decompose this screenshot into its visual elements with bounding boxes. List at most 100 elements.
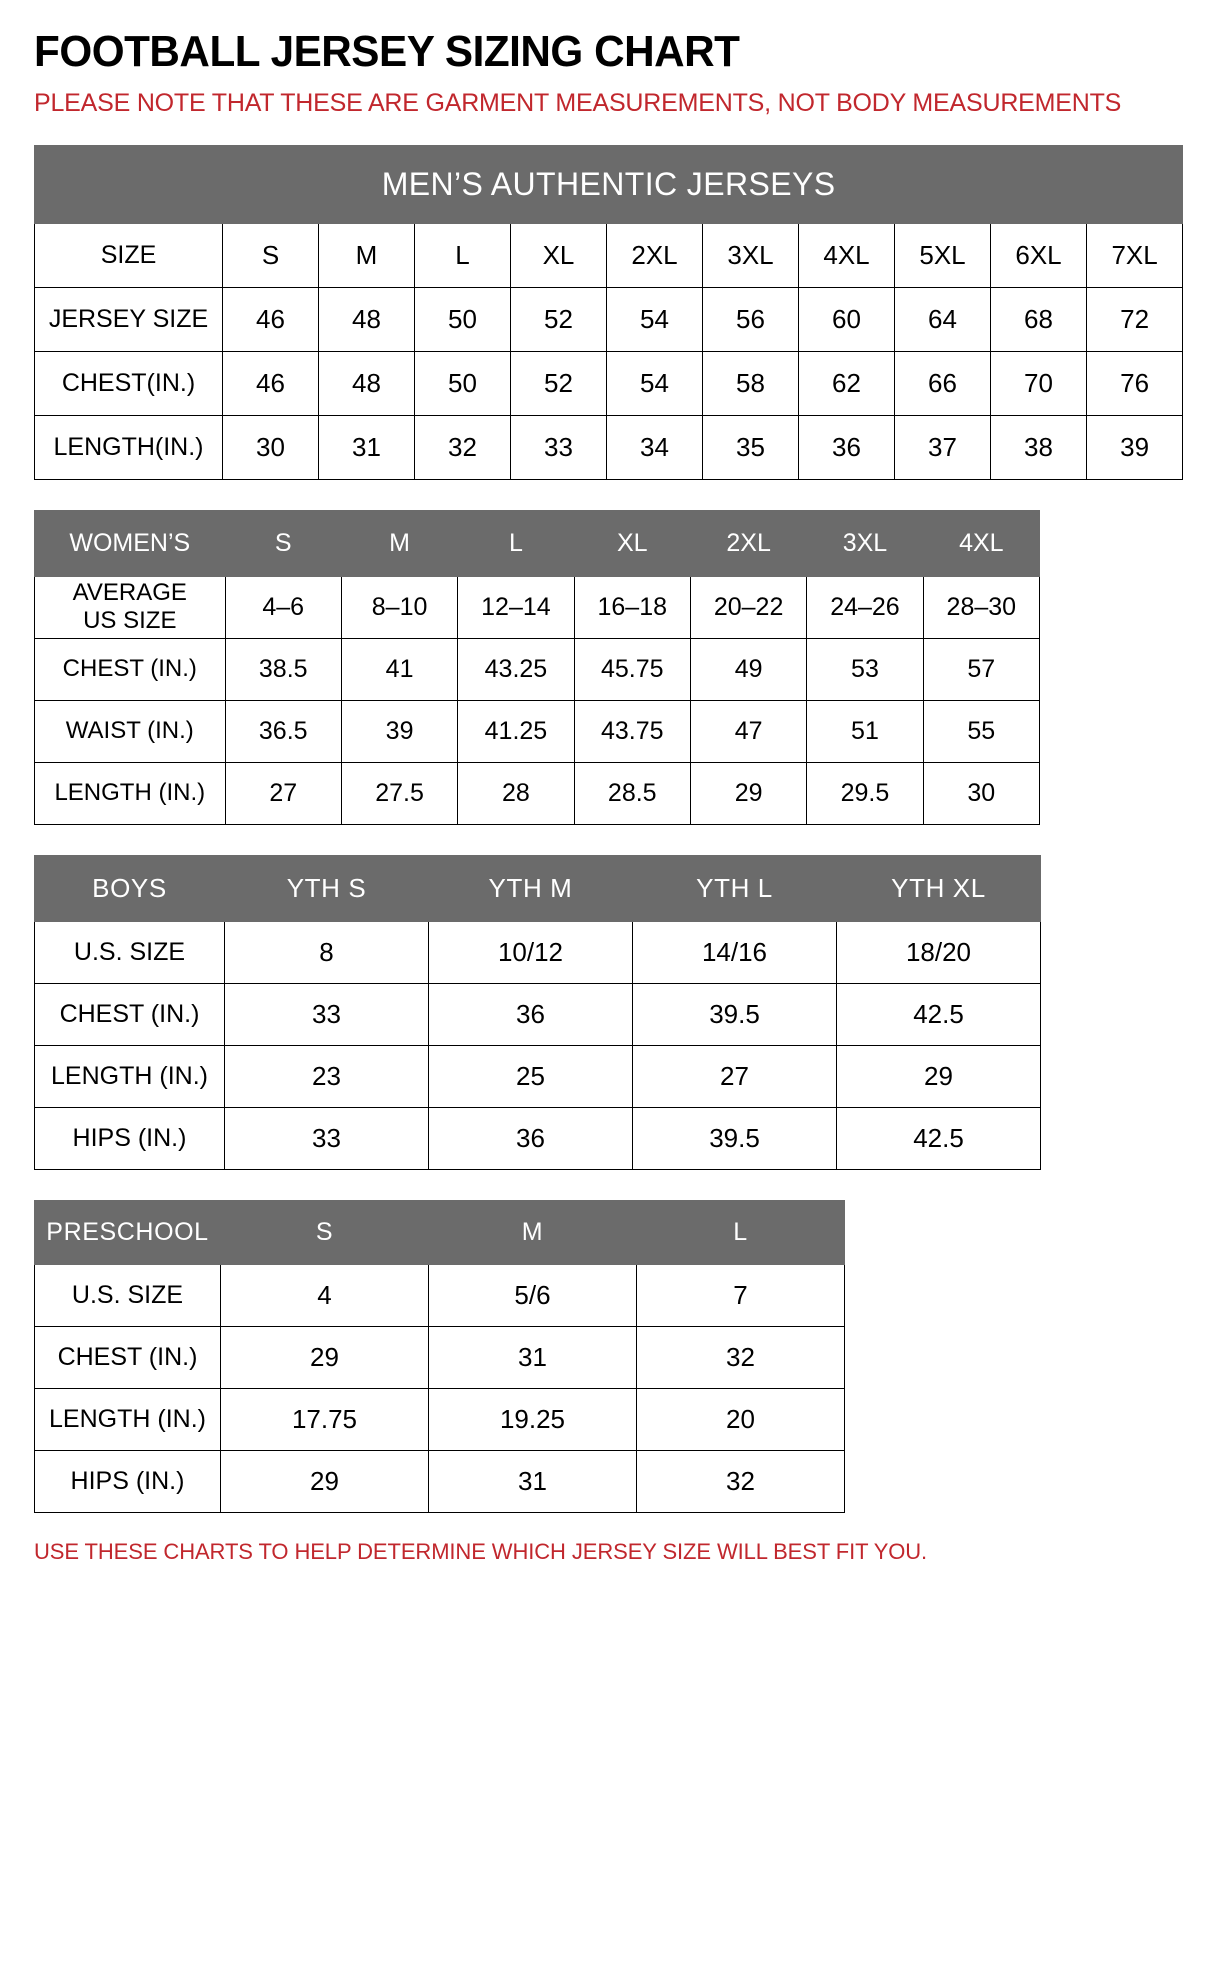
mens-table-banner-row: MEN’S AUTHENTIC JERSEYS bbox=[33, 144, 1184, 224]
womens-cell: 4–6 bbox=[224, 575, 342, 639]
boys-cell: 36 bbox=[428, 982, 633, 1046]
womens-cell: 41.25 bbox=[457, 699, 575, 763]
womens-cell: 30 bbox=[922, 761, 1041, 825]
mens-cell: 70 bbox=[990, 350, 1087, 416]
table-row: JERSEY SIZE 46 48 50 52 54 56 60 64 68 7… bbox=[34, 286, 1184, 352]
mens-cell: 46 bbox=[222, 350, 319, 416]
boys-sizing-table: BOYS YTH S YTH M YTH L YTH XL U.S. SIZE … bbox=[34, 854, 1041, 1170]
womens-cell: 39 bbox=[340, 699, 459, 763]
boys-row-label: HIPS (IN.) bbox=[34, 1106, 225, 1170]
womens-cell: 28 bbox=[457, 761, 575, 825]
table-row: WAIST (IN.) 36.5 39 41.25 43.75 47 51 55 bbox=[34, 699, 1041, 763]
preschool-header-label: PRESCHOOL bbox=[34, 1199, 221, 1265]
mens-cell: 54 bbox=[606, 286, 703, 352]
womens-cell: 28.5 bbox=[573, 761, 691, 825]
mens-cell: 36 bbox=[798, 414, 895, 480]
mens-cell: 48 bbox=[318, 286, 415, 352]
mens-row-label: JERSEY SIZE bbox=[34, 286, 223, 352]
womens-row-label: WAIST (IN.) bbox=[34, 699, 226, 763]
mens-cell: 60 bbox=[798, 286, 895, 352]
boys-row-label: LENGTH (IN.) bbox=[34, 1044, 225, 1108]
preschool-cell: 32 bbox=[636, 1325, 845, 1389]
table-row: AVERAGE US SIZE 4–6 8–10 12–14 16–18 20–… bbox=[34, 575, 1041, 639]
womens-cell: 43.75 bbox=[573, 699, 691, 763]
mens-size-header-cell: M bbox=[318, 222, 415, 288]
boys-cell: 33 bbox=[224, 1106, 429, 1170]
mens-cell: 72 bbox=[1085, 286, 1184, 352]
womens-size-header-cell: XL bbox=[573, 509, 691, 577]
mens-cell: 30 bbox=[222, 414, 319, 480]
womens-cell: 24–26 bbox=[806, 575, 924, 639]
womens-size-header-cell: 3XL bbox=[806, 509, 924, 577]
page-title: FOOTBALL JERSEY SIZING CHART bbox=[34, 27, 740, 76]
mens-row-label: LENGTH(IN.) bbox=[34, 414, 223, 480]
preschool-row-label: HIPS (IN.) bbox=[34, 1449, 221, 1513]
boys-cell: 23 bbox=[224, 1044, 429, 1108]
mens-cell: 34 bbox=[606, 414, 703, 480]
womens-size-header-cell: S bbox=[224, 509, 342, 577]
womens-cell: 43.25 bbox=[457, 637, 575, 701]
womens-size-header-cell: M bbox=[340, 509, 459, 577]
mens-cell: 68 bbox=[990, 286, 1087, 352]
womens-cell: 53 bbox=[806, 637, 924, 701]
preschool-cell: 29 bbox=[220, 1449, 429, 1513]
table-row: LENGTH (IN.) 27 27.5 28 28.5 29 29.5 30 bbox=[34, 761, 1041, 825]
garment-measurement-note: PLEASE NOTE THAT THESE ARE GARMENT MEASU… bbox=[34, 89, 1122, 117]
boys-size-header-cell: YTH M bbox=[428, 854, 633, 922]
mens-cell: 46 bbox=[222, 286, 319, 352]
womens-size-header-cell: 4XL bbox=[922, 509, 1041, 577]
mens-row-label: CHEST(IN.) bbox=[34, 350, 223, 416]
mens-cell: 50 bbox=[414, 286, 511, 352]
womens-cell: 38.5 bbox=[224, 637, 342, 701]
preschool-cell: 17.75 bbox=[220, 1387, 429, 1451]
mens-cell: 64 bbox=[894, 286, 991, 352]
mens-cell: 66 bbox=[894, 350, 991, 416]
mens-cell: 32 bbox=[414, 414, 511, 480]
table-row: CHEST (IN.) 29 31 32 bbox=[34, 1325, 845, 1389]
table-row: LENGTH (IN.) 23 25 27 29 bbox=[34, 1044, 1041, 1108]
mens-cell: 56 bbox=[702, 286, 799, 352]
table-row: U.S. SIZE 8 10/12 14/16 18/20 bbox=[34, 920, 1041, 984]
boys-row-label: CHEST (IN.) bbox=[34, 982, 225, 1046]
womens-sizing-table: WOMEN’S S M L XL 2XL 3XL 4XL AVERAGE US … bbox=[34, 509, 1041, 825]
mens-size-header-cell: 7XL bbox=[1085, 222, 1184, 288]
mens-cell: 62 bbox=[798, 350, 895, 416]
mens-cell: 50 bbox=[414, 350, 511, 416]
womens-size-header-cell: L bbox=[457, 509, 575, 577]
table-row: LENGTH (IN.) 17.75 19.25 20 bbox=[34, 1387, 845, 1451]
preschool-cell: 32 bbox=[636, 1449, 845, 1513]
table-row: U.S. SIZE 4 5/6 7 bbox=[34, 1263, 845, 1327]
mens-size-header-cell: 6XL bbox=[990, 222, 1087, 288]
mens-size-header-label: SIZE bbox=[34, 222, 223, 288]
mens-size-header-cell: 5XL bbox=[894, 222, 991, 288]
boys-cell: 25 bbox=[428, 1044, 633, 1108]
preschool-table-body: PRESCHOOL S M L U.S. SIZE 4 5/6 7 CHEST … bbox=[34, 1199, 845, 1513]
womens-cell: 28–30 bbox=[922, 575, 1041, 639]
boys-size-header-cell: YTH S bbox=[224, 854, 429, 922]
preschool-header-row: PRESCHOOL S M L bbox=[34, 1199, 845, 1265]
mens-banner-label: MEN’S AUTHENTIC JERSEYS bbox=[33, 144, 1184, 224]
table-row: LENGTH(IN.) 30 31 32 33 34 35 36 37 38 3… bbox=[34, 414, 1184, 480]
mens-cell: 35 bbox=[702, 414, 799, 480]
mens-cell: 58 bbox=[702, 350, 799, 416]
boys-header-label: BOYS bbox=[34, 854, 225, 922]
boys-cell: 39.5 bbox=[632, 1106, 837, 1170]
table-row: CHEST (IN.) 33 36 39.5 42.5 bbox=[34, 982, 1041, 1046]
table-row: CHEST (IN.) 38.5 41 43.25 45.75 49 53 57 bbox=[34, 637, 1041, 701]
preschool-cell: 31 bbox=[428, 1325, 637, 1389]
boys-cell: 27 bbox=[632, 1044, 837, 1108]
womens-header-row: WOMEN’S S M L XL 2XL 3XL 4XL bbox=[34, 509, 1041, 577]
mens-cell: 39 bbox=[1085, 414, 1184, 480]
boys-cell: 42.5 bbox=[836, 982, 1041, 1046]
mens-cell: 48 bbox=[318, 350, 415, 416]
boys-cell: 8 bbox=[224, 920, 429, 984]
boys-cell: 29 bbox=[836, 1044, 1041, 1108]
preschool-row-label: LENGTH (IN.) bbox=[34, 1387, 221, 1451]
boys-row-label: U.S. SIZE bbox=[34, 920, 225, 984]
preschool-cell: 20 bbox=[636, 1387, 845, 1451]
preschool-cell: 4 bbox=[220, 1263, 429, 1327]
womens-cell: 29 bbox=[689, 761, 808, 825]
womens-cell: 49 bbox=[689, 637, 808, 701]
womens-table-body: WOMEN’S S M L XL 2XL 3XL 4XL AVERAGE US … bbox=[34, 509, 1041, 825]
womens-cell: 55 bbox=[922, 699, 1041, 763]
